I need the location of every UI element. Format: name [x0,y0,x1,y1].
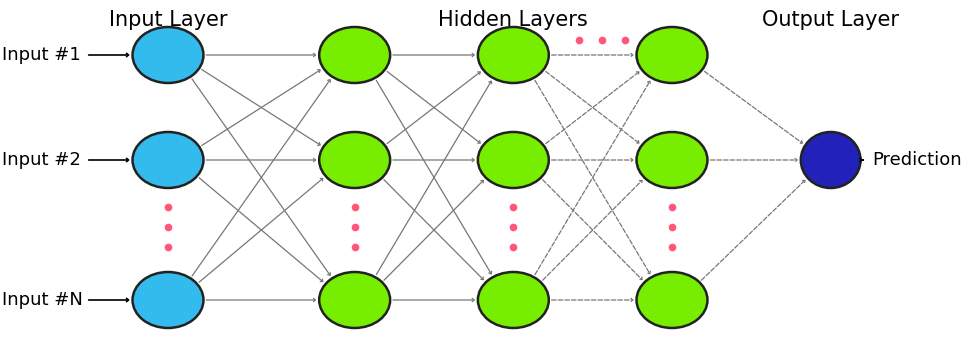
Text: Input #1: Input #1 [2,46,80,64]
Ellipse shape [637,27,708,83]
Ellipse shape [478,272,549,328]
Text: Input #N: Input #N [2,291,82,309]
Text: Input #2: Input #2 [2,151,80,169]
Ellipse shape [478,132,549,188]
Text: Prediction: Prediction [872,151,962,169]
Ellipse shape [319,132,390,188]
Text: Hidden Layers: Hidden Layers [438,10,588,30]
Text: Input Layer: Input Layer [109,10,227,30]
Ellipse shape [132,132,204,188]
Ellipse shape [132,272,204,328]
Ellipse shape [319,272,390,328]
Ellipse shape [478,27,549,83]
Text: Output Layer: Output Layer [762,10,900,30]
Ellipse shape [132,27,204,83]
Ellipse shape [319,27,390,83]
Ellipse shape [801,132,860,188]
Ellipse shape [637,272,708,328]
Ellipse shape [637,132,708,188]
